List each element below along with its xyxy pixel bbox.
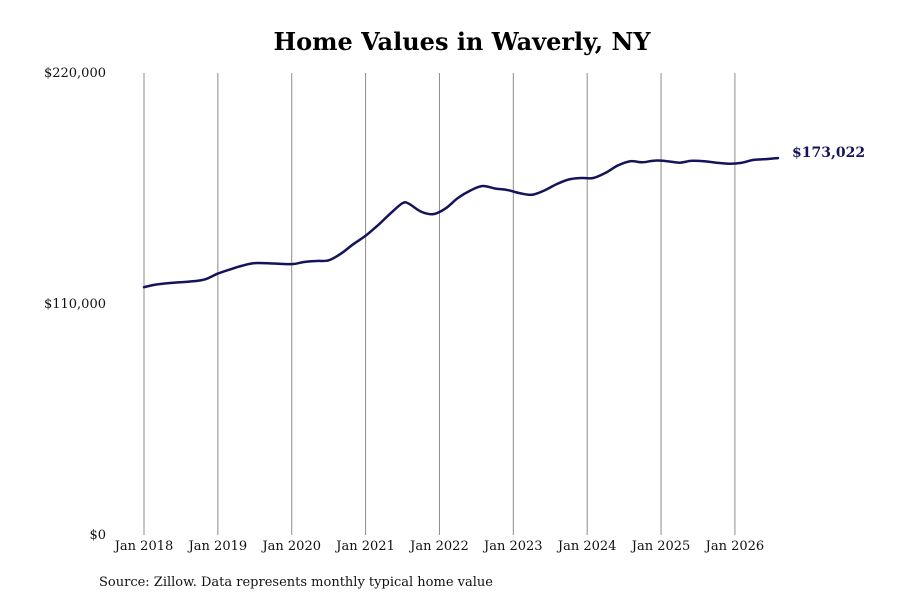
x-tick-label: Jan 2021 (334, 539, 395, 554)
x-tick-label: Jan 2026 (704, 539, 765, 554)
y-tick-label: $110,000 (44, 297, 106, 312)
x-tick-label: Jan 2023 (482, 539, 543, 554)
y-axis-ticks: $0 $110,000 $220,000 (44, 66, 106, 543)
x-tick-label: Jan 2022 (408, 539, 469, 554)
grid-layer (143, 73, 736, 535)
y-tick-label: $0 (89, 528, 106, 543)
source-note: Source: Zillow. Data represents monthly … (99, 575, 493, 590)
x-axis-ticks: Jan 2018 Jan 2019 Jan 2020 Jan 2021 Jan 2022… (113, 539, 764, 554)
x-tick-label: Jan 2018 (113, 539, 174, 554)
x-tick-label: Jan 2020 (260, 539, 321, 554)
x-tick-label: Jan 2024 (556, 539, 617, 554)
x-tick-label: Jan 2025 (630, 539, 691, 554)
end-value-label: $173,022 (792, 145, 865, 161)
y-tick-label: $220,000 (44, 66, 106, 81)
series-line-home-value (142, 156, 780, 289)
chart-title: Home Values in Waverly, NY (273, 27, 651, 56)
x-tick-label: Jan 2019 (187, 539, 248, 554)
